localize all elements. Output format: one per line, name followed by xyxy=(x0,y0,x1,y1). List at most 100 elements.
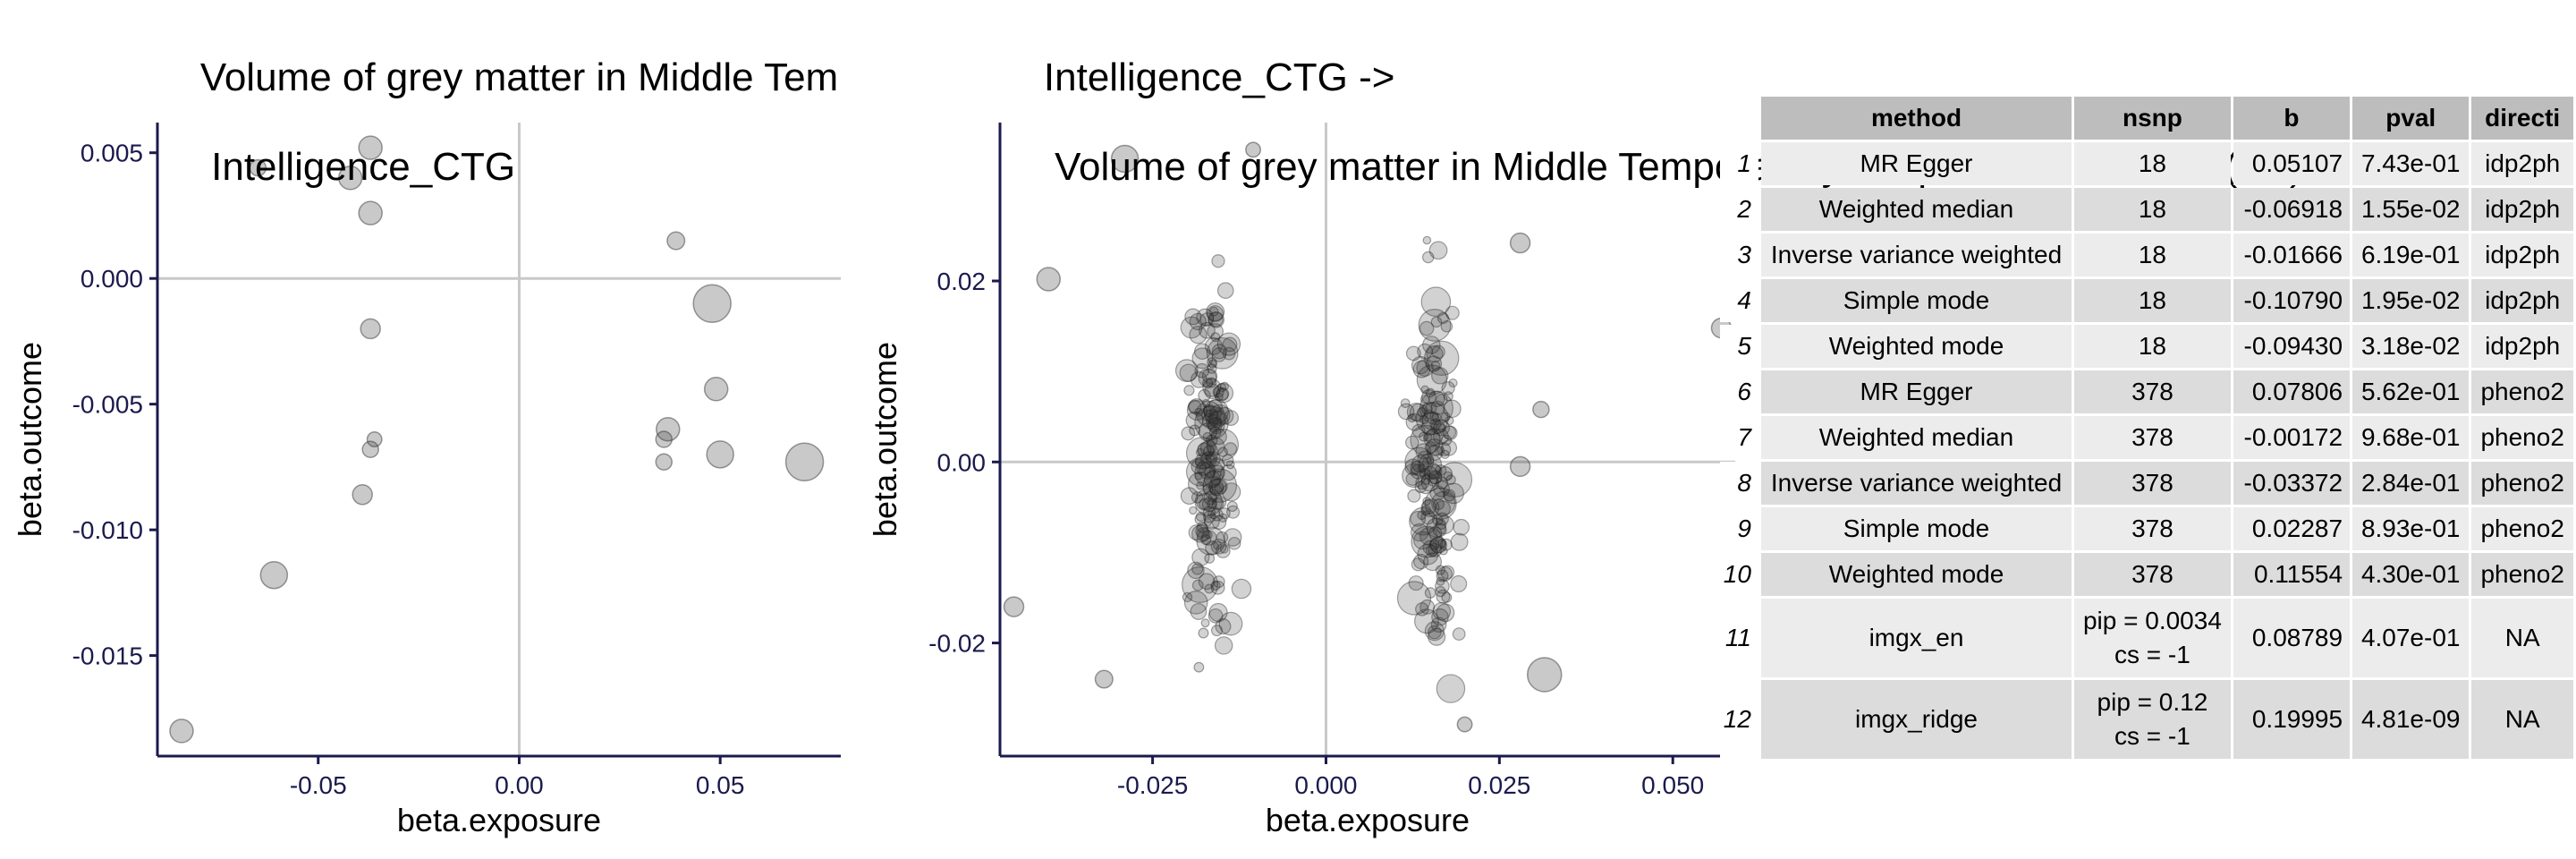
data-point xyxy=(1415,602,1429,617)
data-point xyxy=(1220,464,1237,481)
data-point xyxy=(1440,449,1450,460)
data-point xyxy=(1415,475,1430,490)
cell-method: Weighted mode xyxy=(1760,325,2072,368)
cell-nsnp: pip = 0.12 cs = -1 xyxy=(2074,680,2231,759)
x-tick-label: 0.00 xyxy=(495,771,544,799)
data-point xyxy=(1422,540,1438,556)
data-point xyxy=(1216,282,1234,299)
data-point xyxy=(366,431,383,447)
data-point xyxy=(358,135,383,160)
data-point xyxy=(1428,625,1442,640)
data-point xyxy=(1425,428,1443,447)
data-point xyxy=(1429,418,1442,430)
data-point xyxy=(1208,493,1217,503)
data-point xyxy=(1422,497,1431,506)
data-point xyxy=(1396,581,1432,616)
table-row: 9 Simple mode 378 0.02287 8.93e-01 pheno2 xyxy=(1720,507,2573,550)
data-point xyxy=(1199,451,1217,469)
table-row: 12 imgx_ridge pip = 0.12 cs = -1 0.19995 4.81… xyxy=(1720,680,2573,759)
cell-pval: 8.93e-01 xyxy=(2352,507,2470,550)
data-point xyxy=(1207,498,1218,510)
cell-pval: 3.18e-02 xyxy=(2352,325,2470,368)
data-point xyxy=(1420,473,1439,492)
data-point xyxy=(655,453,674,472)
data-point xyxy=(1208,311,1224,328)
data-point xyxy=(1443,471,1453,481)
data-point xyxy=(1426,517,1446,538)
data-point xyxy=(1199,312,1215,327)
y-tick-label: -0.005 xyxy=(72,391,143,419)
cell-direction: idp2ph xyxy=(2471,234,2573,276)
data-point xyxy=(1427,464,1443,481)
data-point xyxy=(1431,490,1456,516)
data-point xyxy=(1407,489,1421,503)
data-point xyxy=(1196,461,1211,476)
table-row: 1 MR Egger 18 0.05107 7.43e-01 idp2ph xyxy=(1720,142,2573,185)
cell-direction: idp2ph xyxy=(2471,188,2573,231)
table-row: 10 Weighted mode 378 0.11554 4.30e-01 pheno2 xyxy=(1720,553,2573,596)
data-point xyxy=(1191,491,1204,504)
data-point xyxy=(1036,267,1062,292)
data-point xyxy=(1211,344,1227,360)
data-point xyxy=(1191,548,1210,566)
cell-b: 0.02287 xyxy=(2233,507,2351,550)
cell-nsnp: 378 xyxy=(2074,553,2231,596)
data-point xyxy=(1201,412,1218,430)
data-point xyxy=(1424,587,1436,599)
cell-method: Simple mode xyxy=(1760,507,2072,550)
cell-method: imgx_en xyxy=(1760,599,2072,677)
data-point xyxy=(1202,378,1222,397)
data-point xyxy=(1184,308,1202,326)
data-point xyxy=(1209,464,1225,481)
cell-b: -0.06918 xyxy=(2233,188,2351,231)
data-point xyxy=(1430,420,1445,435)
data-point xyxy=(1207,429,1240,461)
data-point xyxy=(1214,482,1224,493)
data-point xyxy=(1409,506,1438,536)
cell-direction: idp2ph xyxy=(2471,279,2573,322)
table-row: 2 Weighted median 18 -0.06918 1.55e-02 idp2ph xyxy=(1720,188,2573,231)
data-point xyxy=(1434,500,1451,517)
data-point xyxy=(1220,381,1229,391)
data-point xyxy=(1415,402,1449,436)
data-point xyxy=(1181,426,1196,441)
data-point xyxy=(1419,414,1429,425)
data-point xyxy=(1414,608,1439,634)
data-point xyxy=(1206,437,1225,456)
data-point xyxy=(1206,336,1239,370)
plot1-title-line1: Volume of grey matter in Middle Tem xyxy=(199,55,839,99)
data-point xyxy=(1208,417,1225,435)
data-point xyxy=(1420,505,1431,516)
cell-b: 0.07806 xyxy=(2233,370,2351,413)
data-point xyxy=(1204,336,1223,355)
data-point xyxy=(1432,601,1452,621)
rownum-header xyxy=(1720,97,1758,140)
cell-direction: pheno2 xyxy=(2471,370,2573,413)
data-point xyxy=(1441,381,1455,395)
x-axis-label: beta.exposure xyxy=(397,802,601,838)
data-point xyxy=(1445,474,1456,485)
cell-nsnp-cs: cs = -1 xyxy=(2114,722,2190,750)
data-point xyxy=(1414,481,1428,493)
data-point xyxy=(1424,441,1437,454)
data-point xyxy=(1418,453,1443,477)
data-point xyxy=(1408,575,1424,591)
data-point xyxy=(1202,431,1213,442)
data-point xyxy=(1437,423,1447,433)
cell-b: -0.00172 xyxy=(2233,416,2351,459)
x-tick-label: 0.05 xyxy=(696,771,745,799)
data-point xyxy=(1207,357,1217,368)
data-point xyxy=(1182,591,1193,603)
data-point xyxy=(1214,636,1233,655)
data-point xyxy=(1194,457,1205,467)
data-point xyxy=(1420,510,1436,525)
data-point xyxy=(1191,347,1214,370)
data-point xyxy=(1436,589,1451,604)
data-point xyxy=(1424,621,1445,642)
data-point xyxy=(1509,455,1531,478)
header-nsnp: nsnp xyxy=(2074,97,2231,140)
data-point xyxy=(1210,332,1221,343)
data-point xyxy=(1426,345,1444,363)
data-point xyxy=(1409,403,1428,422)
data-point xyxy=(692,284,732,324)
